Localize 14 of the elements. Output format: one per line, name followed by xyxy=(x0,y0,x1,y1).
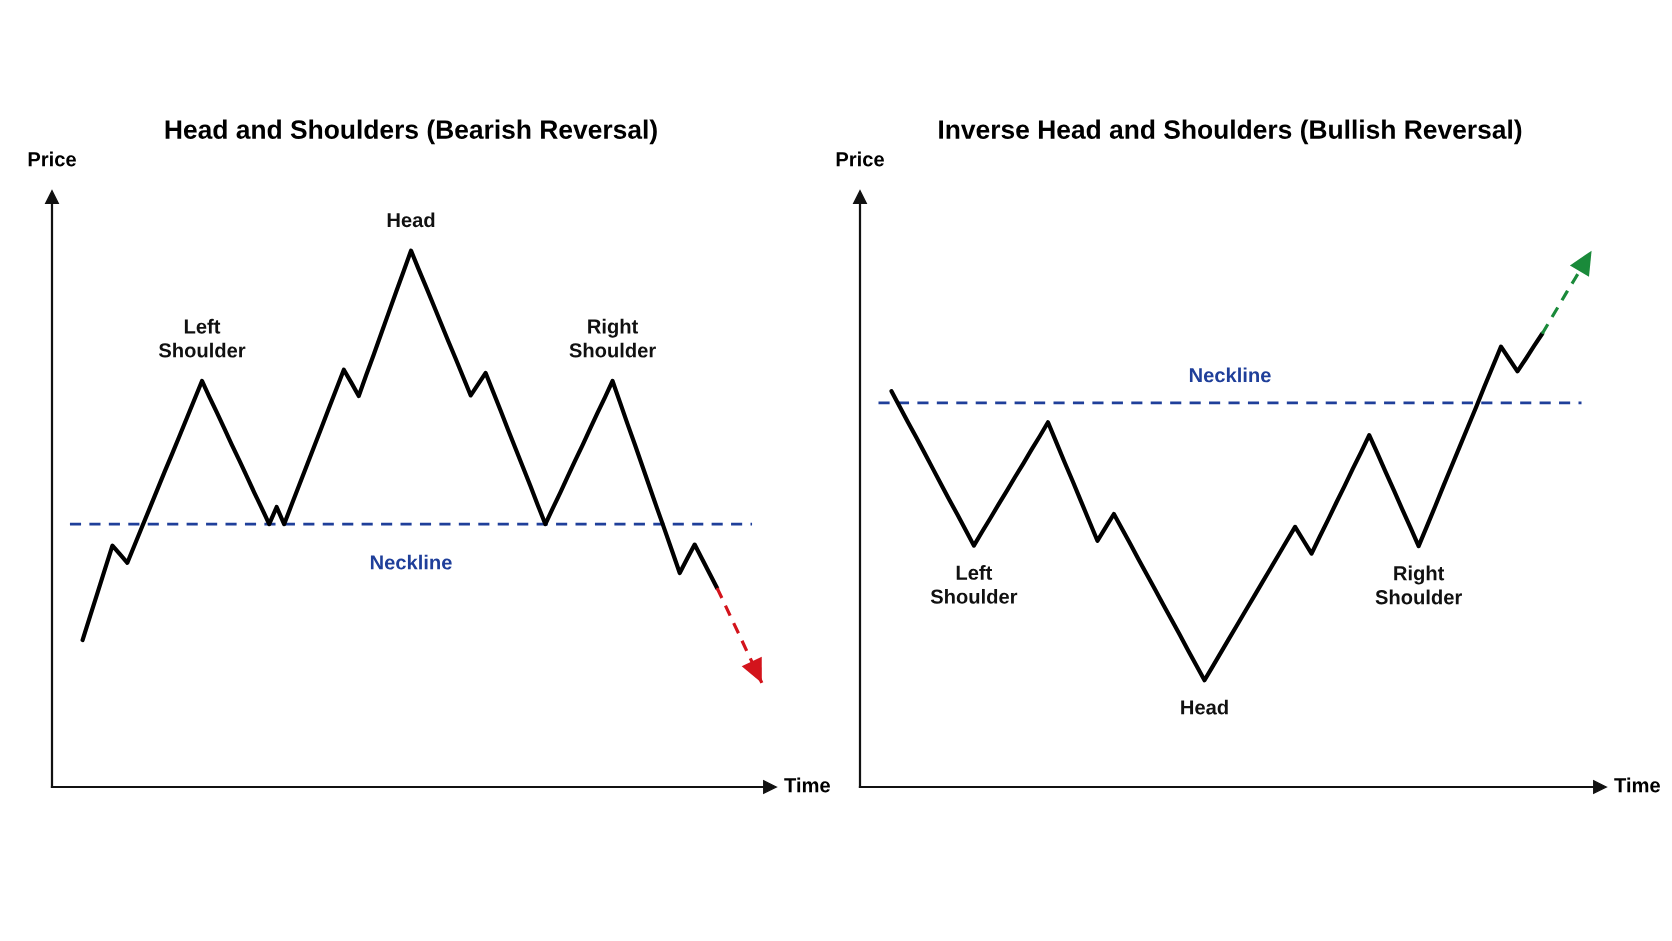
annotation: Left Shoulder xyxy=(158,318,246,358)
annotation: Left Shoulder xyxy=(930,565,1018,604)
chart-title: Inverse Head and Shoulders (Bullish Reversal) xyxy=(939,119,1522,145)
y-axis-title: Price xyxy=(836,151,884,167)
chart-title: Head and Shoulders (Bearish Reversal) xyxy=(165,119,657,145)
annotation: Head xyxy=(1181,699,1228,715)
ref-line-label: Neckline xyxy=(370,554,452,570)
x-axis-title: Time xyxy=(784,777,830,793)
annotation: Right Shoulder xyxy=(569,318,656,358)
ref-line-label: Neckline xyxy=(1189,367,1271,383)
annotation: Head xyxy=(387,212,435,228)
y-axis-title: Price xyxy=(28,151,76,167)
annotation: Right Shoulder xyxy=(1375,565,1462,605)
x-axis-title: Time xyxy=(1614,777,1660,793)
